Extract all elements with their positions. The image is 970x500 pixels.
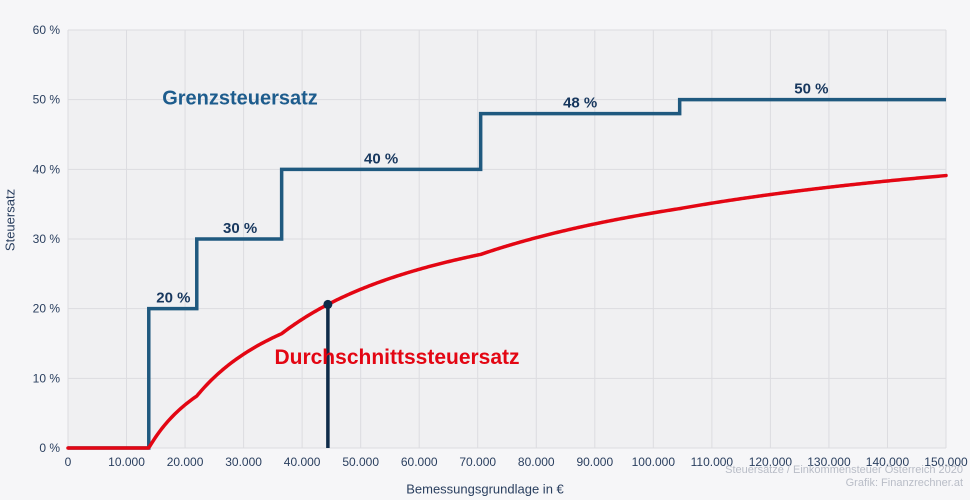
x-tick-label: 130.000 <box>807 455 851 469</box>
attribution-source-line: Steuersätze / Einkommensteuer Österreich… <box>725 464 963 476</box>
y-tick-label: 0 % <box>39 441 60 455</box>
step-rate-label: 40 % <box>364 150 398 167</box>
x-tick-label: 50.000 <box>342 455 379 469</box>
x-tick-label: 120.000 <box>749 455 793 469</box>
marginal-rate-series-label: Grenzsteuersatz <box>162 87 318 110</box>
attribution-credit-line: Grafik: Finanzrechner.at <box>845 477 963 489</box>
x-tick-label: 100.000 <box>632 455 676 469</box>
marker-dot[interactable] <box>323 299 333 309</box>
step-rate-label: 50 % <box>794 81 828 98</box>
x-tick-label: 150.000 <box>924 455 968 469</box>
x-tick-label: 90.000 <box>576 455 613 469</box>
x-tick-label: 80.000 <box>518 455 555 469</box>
average-rate-curve <box>66 173 948 450</box>
step-rate-label: 48 % <box>563 95 597 112</box>
x-tick-label: 0 <box>65 455 72 469</box>
x-tick-label: 110.000 <box>691 455 734 469</box>
y-tick-label: 30 % <box>33 232 61 246</box>
x-tick-label: 40.000 <box>284 455 321 469</box>
step-rate-label: 30 % <box>223 220 257 237</box>
y-tick-label: 40 % <box>33 162 61 176</box>
y-tick-label: 10 % <box>33 371 61 385</box>
step-rate-label: 20 % <box>156 290 190 307</box>
y-tick-label: 50 % <box>33 93 61 107</box>
x-axis-title: Bemessungsgrundlage in € <box>406 481 564 497</box>
average-rate-series-label: Durchschnittssteuersatz <box>274 346 520 369</box>
x-tick-label: 30.000 <box>225 455 262 469</box>
attribution: Steuersätze / Einkommensteuer Österreich… <box>725 464 963 490</box>
x-tick-label: 20.000 <box>167 455 204 469</box>
y-axis-title: Steuersatz <box>2 188 18 252</box>
x-tick-label: 10.000 <box>108 455 145 469</box>
y-tick-label: 20 % <box>33 302 61 316</box>
x-tick-label: 140.000 <box>866 455 910 469</box>
x-tick-label: 60.000 <box>401 455 438 469</box>
marginal-rate-step-line <box>68 97 946 450</box>
x-tick-label: 70.000 <box>459 455 496 469</box>
y-tick-label: 60 % <box>33 23 61 37</box>
